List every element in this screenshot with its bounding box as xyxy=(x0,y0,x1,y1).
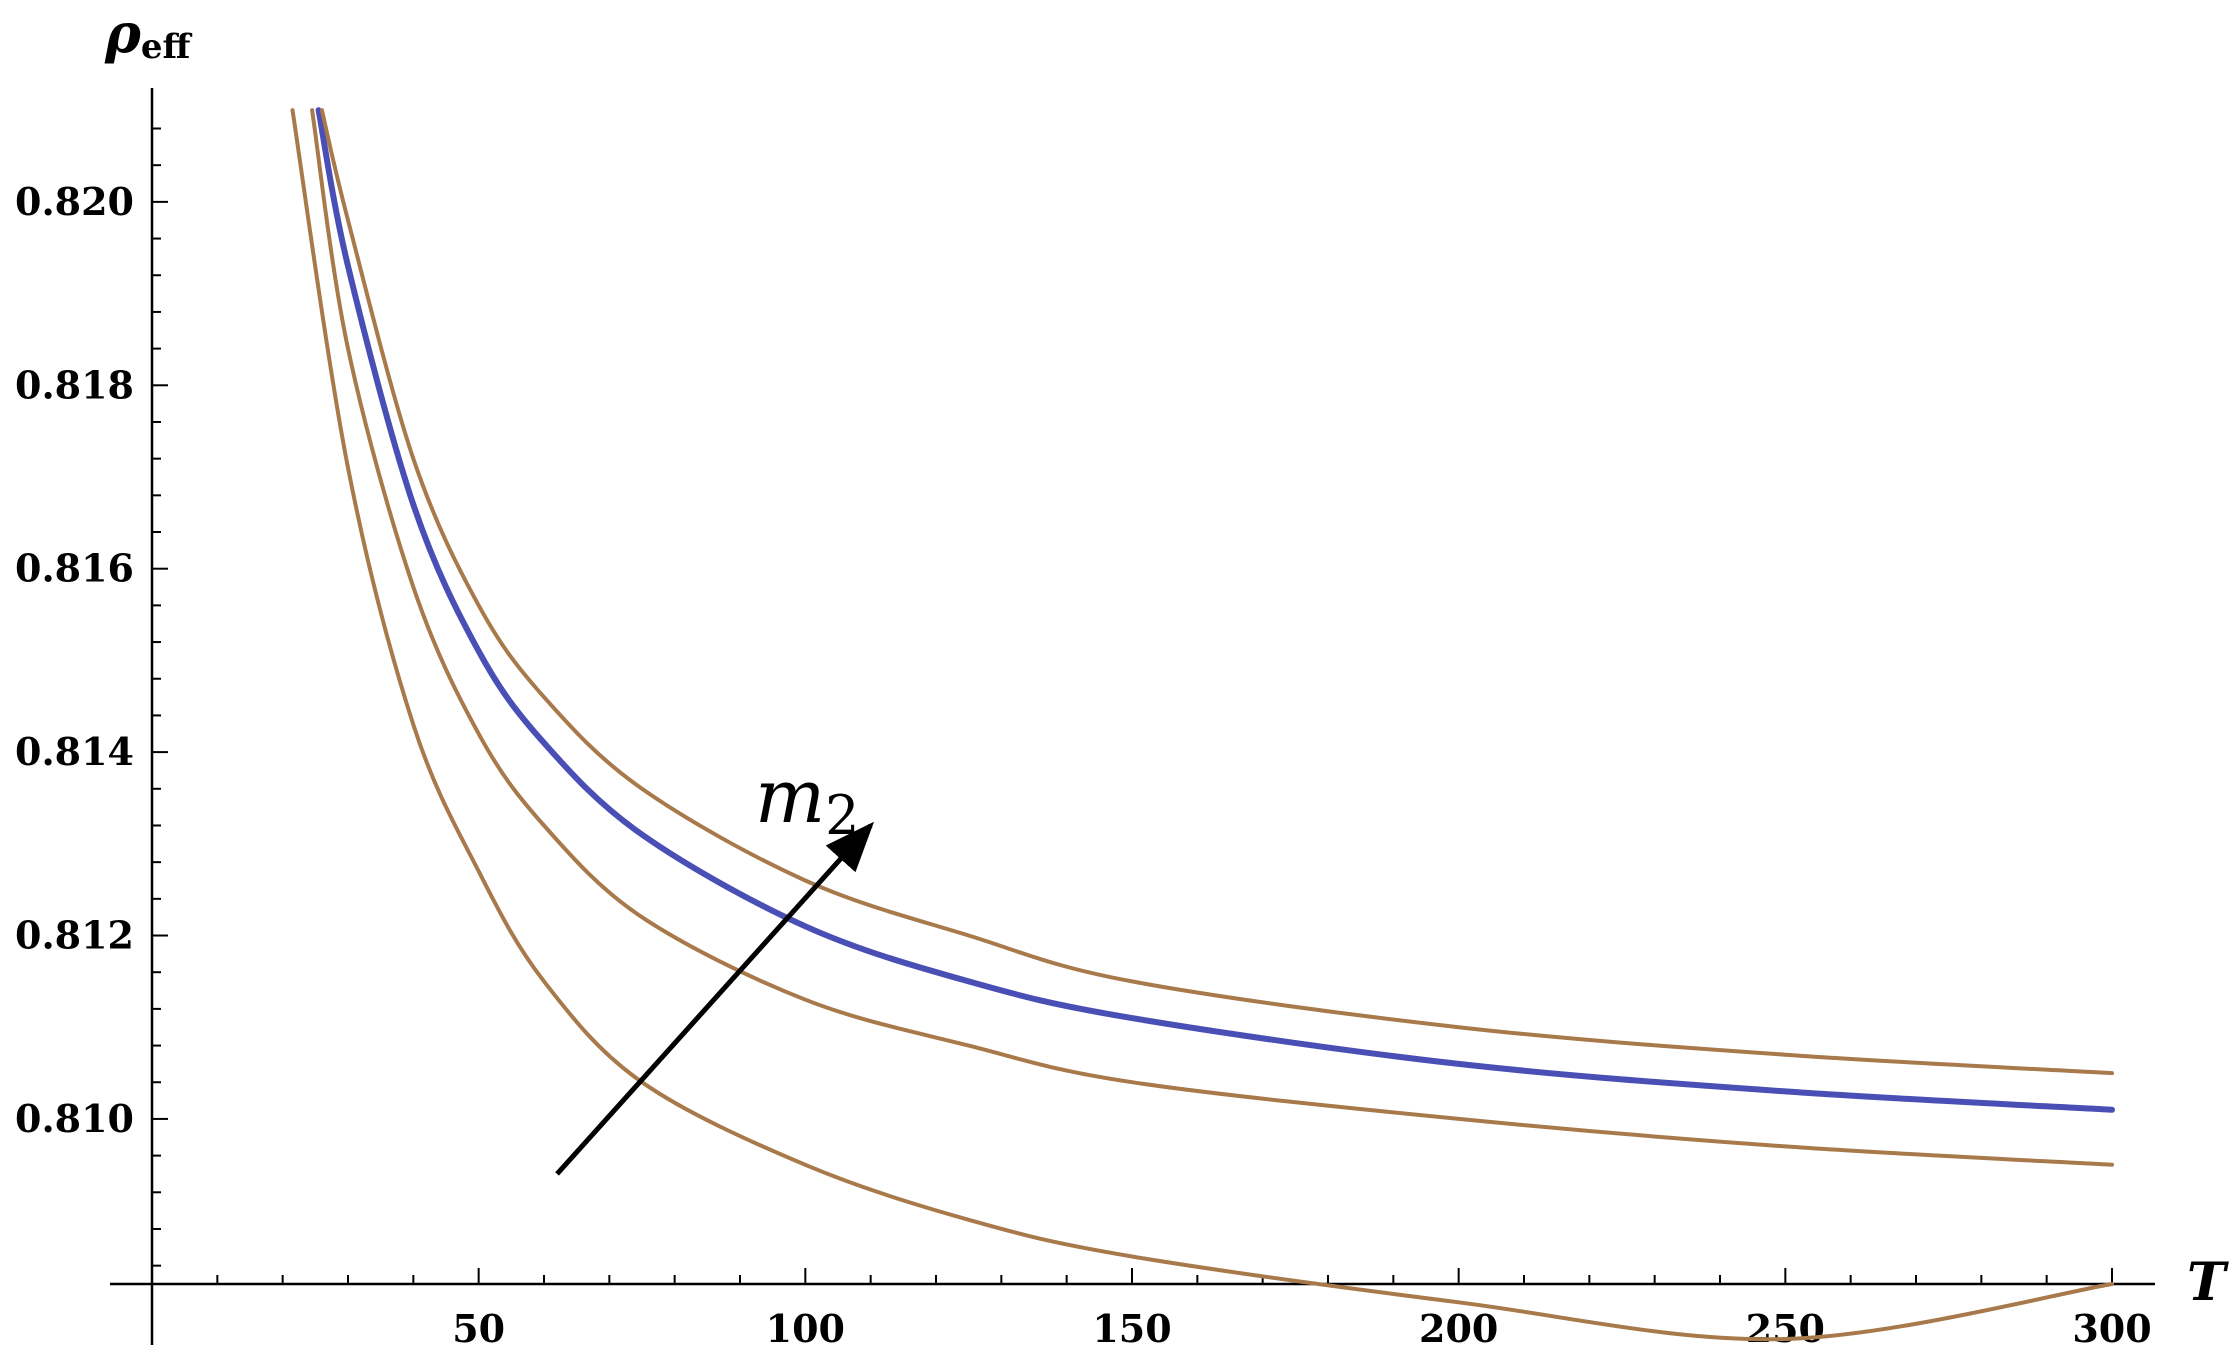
ticks xyxy=(152,127,2113,1284)
series-group xyxy=(290,107,2115,1342)
annotation-label-sub: 2 xyxy=(825,784,859,847)
y-tick-label: 0.816 xyxy=(15,546,134,591)
y-tick-label: 0.818 xyxy=(15,362,134,407)
series-line-2 xyxy=(310,108,2114,1167)
x-axis-title: T xyxy=(2187,1252,2229,1313)
annotation-label-main: m xyxy=(755,754,825,840)
y-axis-title-sub: eff xyxy=(141,27,193,67)
axes xyxy=(110,88,2155,1345)
annotation-label: m2 xyxy=(755,754,860,847)
series-line-3 xyxy=(315,107,2115,1113)
annotation-arrow xyxy=(555,821,875,1176)
series-line-1 xyxy=(290,108,2114,1342)
series-line-4 xyxy=(319,108,2114,1076)
annotation: m2 xyxy=(555,754,875,1176)
x-tick-label: 150 xyxy=(1092,1306,1171,1351)
x-tick-label: 50 xyxy=(452,1306,505,1351)
tick-labels: 50 100 150 200 250 300 0.810 0.812 0.814 0.816 0.8… xyxy=(15,179,2152,1351)
x-tick-label: 100 xyxy=(766,1306,845,1351)
y-tick-label: 0.812 xyxy=(15,913,134,958)
x-tick-label: 200 xyxy=(1419,1306,1498,1351)
x-tick-label: 300 xyxy=(2072,1306,2151,1351)
y-tick-label: 0.810 xyxy=(15,1096,134,1141)
y-tick-label: 0.814 xyxy=(15,729,134,774)
y-tick-label: 0.820 xyxy=(15,179,134,224)
y-axis-title: ρeff xyxy=(104,1,193,67)
x-tick-label: 250 xyxy=(1746,1306,1825,1351)
y-axis-title-main: ρ xyxy=(104,1,142,65)
